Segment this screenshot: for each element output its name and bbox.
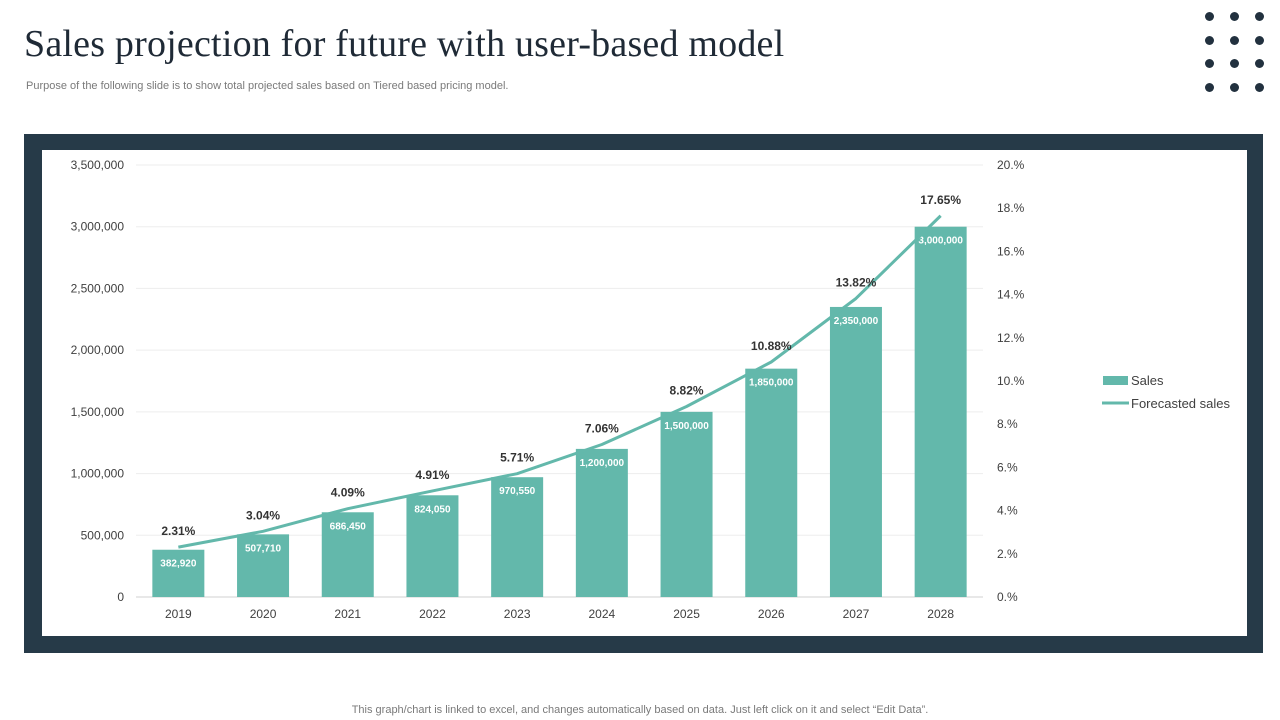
decorative-dot xyxy=(1205,35,1214,45)
bar-value-label: 507,710 xyxy=(245,543,282,554)
chart-panel[interactable]: 0 500,000 1,000,000 1,500,000 2,000,000 2,500… xyxy=(42,150,1247,636)
bar-value-label: 3,000,000 xyxy=(918,236,963,247)
legend-label-sales: Sales xyxy=(1131,373,1164,388)
line-value-label: 8.82% xyxy=(670,383,704,397)
bar xyxy=(491,477,544,597)
x-tick-label: 2024 xyxy=(588,607,615,621)
x-tick-label: 2019 xyxy=(165,607,192,621)
decorative-dot xyxy=(1255,12,1264,21)
bar-value-label: 382,920 xyxy=(160,559,197,570)
footnote: This graph/chart is linked to excel, and… xyxy=(351,704,929,716)
y-right-tick-label: 20.% xyxy=(997,158,1025,172)
legend-label-forecast: Forecasted sales xyxy=(1131,396,1230,411)
x-tick-label: 2028 xyxy=(927,607,954,621)
bar-value-label: 970,550 xyxy=(499,486,536,497)
decorative-dots xyxy=(1200,4,1270,100)
line-value-label: 3.04% xyxy=(246,508,280,522)
decorative-dot xyxy=(1255,59,1264,68)
forecast-line xyxy=(178,214,942,549)
y-right-tick-label: 2.% xyxy=(997,547,1018,561)
bar xyxy=(321,512,374,597)
y-left-tick-label: 3,000,000 xyxy=(71,220,125,234)
x-tick-label: 2026 xyxy=(758,607,785,621)
y-right-tick-label: 16.% xyxy=(997,244,1025,258)
y-left-tick-label: 2,500,000 xyxy=(71,281,125,295)
y-right-tick-label: 18.% xyxy=(997,201,1025,215)
y-left-tick-label: 1,500,000 xyxy=(71,405,125,419)
y-right-tick-label: 10.% xyxy=(997,374,1025,388)
decorative-dot xyxy=(1205,82,1214,92)
y-left-tick-label: 1,000,000 xyxy=(71,467,125,481)
bar xyxy=(237,534,290,597)
x-tick-label: 2025 xyxy=(673,607,700,621)
y-right-tick-label: 8.% xyxy=(997,417,1018,431)
x-tick-label: 2023 xyxy=(504,607,531,621)
line-value-label: 4.91% xyxy=(415,468,449,482)
y-right-tick-label: 0.% xyxy=(997,590,1018,604)
x-tick-label: 2021 xyxy=(334,607,361,621)
bar-value-label: 1,200,000 xyxy=(580,458,625,469)
bar-value-label: 824,050 xyxy=(414,504,451,515)
bar xyxy=(152,549,205,597)
x-tick-label: 2022 xyxy=(419,607,446,621)
bar-value-label: 686,450 xyxy=(330,521,367,532)
line-value-label: 13.82% xyxy=(836,275,877,289)
sales-combo-chart[interactable]: 0 500,000 1,000,000 1,500,000 2,000,000 2,500… xyxy=(42,150,1247,636)
bar xyxy=(575,448,628,597)
bar xyxy=(406,495,459,597)
y-left-tick-label: 2,000,000 xyxy=(71,343,125,357)
y-left-tick-label: 500,000 xyxy=(81,528,125,542)
legend-swatch-sales xyxy=(1103,376,1128,385)
decorative-dot xyxy=(1230,82,1239,92)
y-right-tick-label: 6.% xyxy=(997,460,1018,474)
slide-title: Sales projection for future with user-ba… xyxy=(24,23,785,65)
bar-value-label: 1,500,000 xyxy=(664,421,709,432)
y-right-tick-label: 14.% xyxy=(997,288,1025,302)
decorative-dot xyxy=(1255,35,1264,45)
decorative-dot xyxy=(1255,82,1264,92)
slide-subtitle: Purpose of the following slide is to sho… xyxy=(26,80,509,92)
x-tick-label: 2020 xyxy=(250,607,277,621)
line-value-label: 10.88% xyxy=(751,339,792,353)
line-value-label: 5.71% xyxy=(500,451,534,465)
line-value-label: 17.65% xyxy=(920,193,961,207)
decorative-dot xyxy=(1205,59,1214,68)
line-value-label: 7.06% xyxy=(585,422,619,436)
bar-value-label: 1,850,000 xyxy=(749,378,794,389)
line-value-label: 2.31% xyxy=(161,524,195,538)
y-left-tick-label: 0 xyxy=(117,590,124,604)
bar xyxy=(914,226,967,597)
decorative-dot xyxy=(1230,59,1239,68)
decorative-dot xyxy=(1230,35,1239,45)
decorative-dot xyxy=(1230,12,1239,21)
y-left-tick-label: 3,500,000 xyxy=(71,158,125,172)
bar xyxy=(745,368,798,597)
bar xyxy=(829,306,882,597)
y-right-tick-label: 4.% xyxy=(997,504,1018,518)
x-tick-label: 2027 xyxy=(843,607,870,621)
decorative-dot xyxy=(1205,12,1214,21)
line-value-label: 4.09% xyxy=(331,486,365,500)
bar xyxy=(660,411,713,597)
bar-value-label: 2,350,000 xyxy=(834,316,879,327)
y-right-tick-label: 12.% xyxy=(997,331,1025,345)
